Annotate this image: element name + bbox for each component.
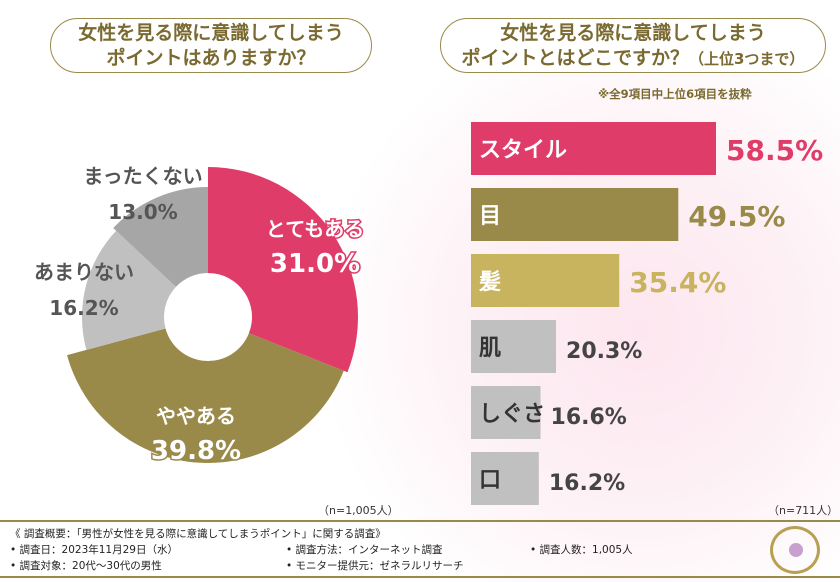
right-note: ※全9項目中上位6項目を抜粋 [598,87,752,101]
logo [770,526,820,574]
right-sample-size: （n=711人） [768,504,839,517]
bar-category-label: 口 [479,468,501,493]
left-title-line1: 女性を見る際に意識してしまう [78,22,344,44]
bar-value-label: 16.6% [551,405,627,430]
pie-slice [208,167,358,373]
bar [471,254,620,307]
bar-value-label: 58.5% [726,134,823,167]
bar-value-label: 20.3% [566,339,642,364]
bar [471,386,541,439]
charts: とてもある 31.0% ややある 39.8% あまりない 16.2% まったくない 13.0%… [34,122,823,505]
footer-method: • 調査方法：インターネット調査 [286,544,443,556]
bar-category-label: 髪 [478,270,501,295]
bar-category-label: スタイル [479,138,567,163]
bar-value-label: 49.5% [688,200,785,233]
bar [471,122,716,175]
pie-category-label: とてもある [266,217,364,241]
right-title-suffix: （上位3つまで） [688,50,805,68]
pie-slice [82,230,176,350]
left-title-line2: ポイントはありますか？ [106,47,316,69]
right-title: 女性を見る際に意識してしまう ポイントとはどこですか？（上位3つまで） [440,18,826,73]
pie-value-label: 13.0% [108,200,177,224]
left-sample-size: （n=1,005人） [318,504,399,517]
pie-slice [113,187,208,287]
bar [471,452,539,505]
bar-category-label: しぐさ [479,402,545,427]
pie-value-label: 31.0% [270,249,360,279]
pie-category-label: あまりない [34,260,134,284]
right-title-line1: 女性を見る際に意識してしまう [500,22,766,44]
survey-footer: 《 調査概要：「男性が女性を見る際に意識してしまうポイント」に関する調査》 • … [0,520,840,578]
bar-value-label: 35.4% [629,266,726,299]
pie-value-label: 16.2% [49,296,118,320]
pie-category-label: ややある [156,404,236,428]
footer-count: • 調査人数：1,005人 [530,544,633,556]
pie-value-label: 39.8% [151,436,241,466]
bar [471,320,557,373]
pie-slice [67,328,344,463]
footer-provider: • モニター提供元：ゼネラルリサーチ [286,560,464,572]
footer-heading: 《 調査概要：「男性が女性を見る際に意識してしまうポイント」に関する調査》 [10,528,386,540]
bar-value-label: 16.2% [549,471,625,496]
bar [471,188,679,241]
left-title: 女性を見る際に意識してしまう ポイントはありますか？ [50,18,372,73]
footer-target: • 調査対象：20代～30代の男性 [10,560,162,572]
bar-category-label: 目 [479,204,501,229]
pie-category-label: まったくない [83,164,202,188]
right-title-line2: ポイントとはどこですか？ [461,47,689,69]
bar-category-label: 肌 [479,336,501,361]
footer-date: • 調査日：2023年11月29日（水） [10,544,178,556]
